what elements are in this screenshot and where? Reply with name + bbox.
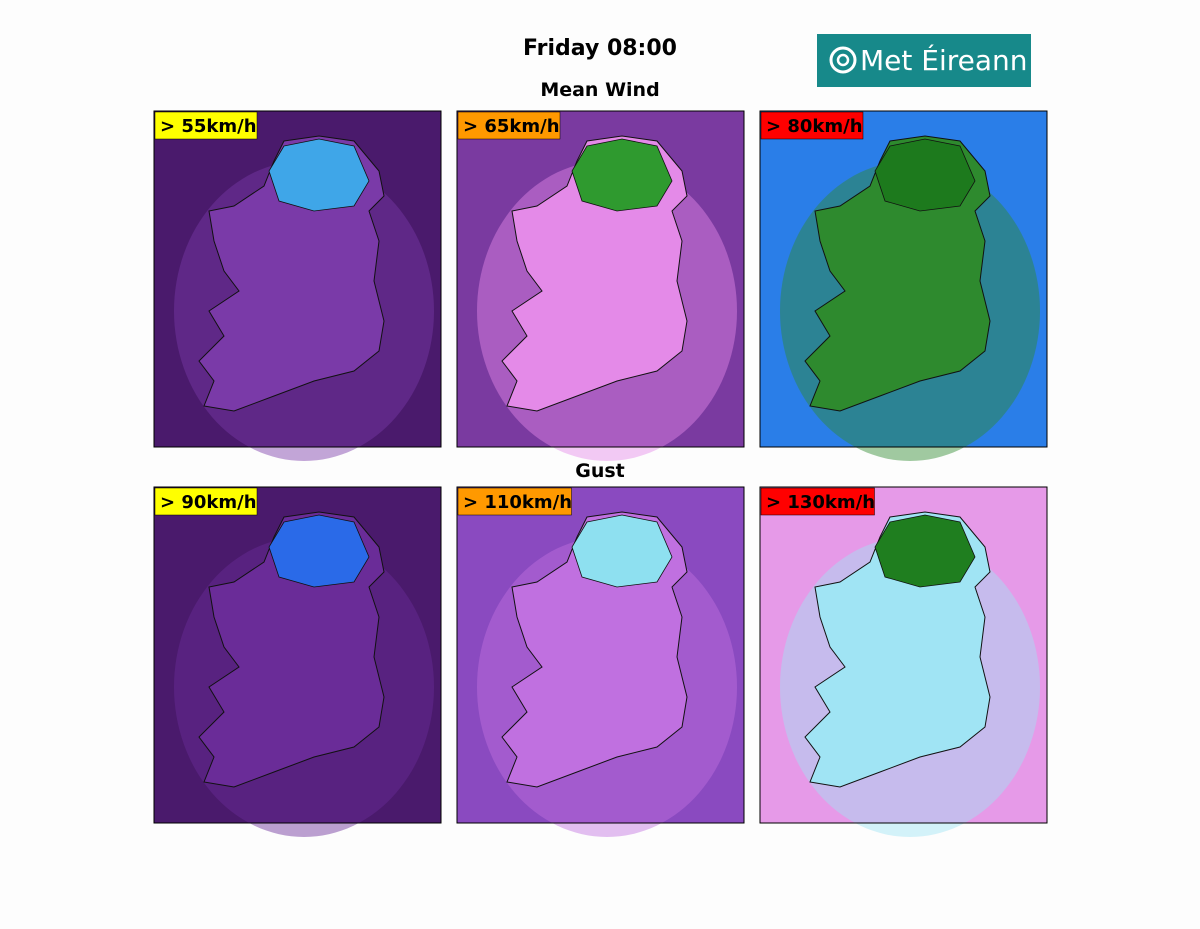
north-area <box>268 514 370 588</box>
north-area <box>268 138 370 212</box>
label-box <box>457 111 561 140</box>
panel-label: > 80km/h <box>766 116 863 137</box>
logo: Met Éireann <box>817 34 1031 87</box>
map-panel: > 80km/h <box>759 110 1048 461</box>
section-title: Mean Wind <box>540 79 659 101</box>
north-area <box>874 514 976 588</box>
map-panel: > 130km/h <box>759 486 1048 837</box>
panel-label: > 110km/h <box>463 492 572 513</box>
label-box <box>760 487 875 516</box>
map-panel: > 65km/h <box>456 110 745 461</box>
map-panel: > 110km/h <box>456 486 745 837</box>
panel-label: > 55km/h <box>160 116 257 137</box>
panel-border <box>153 110 442 448</box>
logo-icon <box>829 46 857 74</box>
panel-label: > 65km/h <box>463 116 560 137</box>
panel-label: > 90km/h <box>160 492 257 513</box>
label-box <box>154 111 258 140</box>
label-box <box>457 487 572 516</box>
section-title: Gust <box>575 460 625 482</box>
panel-border <box>456 486 745 824</box>
panel-border <box>153 486 442 824</box>
label-box <box>760 111 864 140</box>
map-panel: > 90km/h <box>153 486 442 837</box>
north-area <box>874 138 976 212</box>
label-box <box>154 487 258 516</box>
panel-border <box>759 110 1048 448</box>
north-area <box>571 514 673 588</box>
title: Friday 08:00 <box>523 36 677 61</box>
panel-border <box>456 110 745 448</box>
map-panel: > 55km/h <box>153 110 442 461</box>
north-area <box>571 138 673 212</box>
logo-icon-inner <box>836 53 850 67</box>
logo-text: Met Éireann <box>860 43 1028 77</box>
panel-border <box>759 486 1048 824</box>
logo-box <box>817 34 1031 87</box>
panel-label: > 130km/h <box>766 492 875 513</box>
